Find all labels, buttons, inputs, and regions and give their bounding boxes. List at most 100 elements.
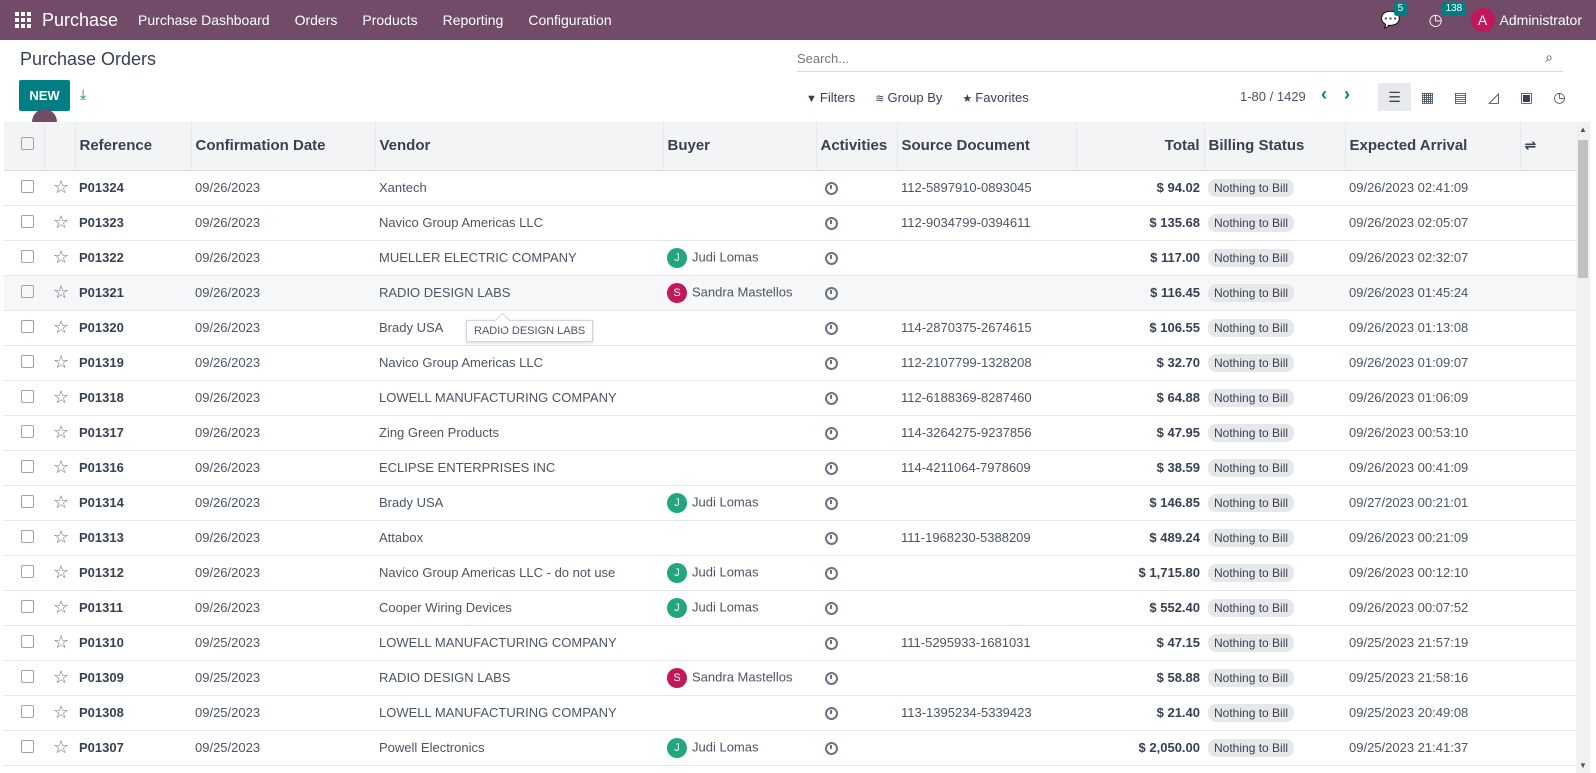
table-row[interactable]: ☆ P01323 09/26/2023 Navico Group America… <box>4 205 1577 240</box>
app-title[interactable]: Purchase <box>42 9 119 30</box>
table-row[interactable]: ☆ P01307 09/25/2023 Powell Electronics J… <box>4 730 1577 765</box>
table-row[interactable]: ☆ P01311 09/26/2023 Cooper Wiring Device… <box>4 590 1577 625</box>
table-row[interactable]: ☆ P01320 09/26/2023 Brady USA 114-287037… <box>4 310 1577 345</box>
activity-clock-icon[interactable] <box>816 275 897 310</box>
user-name[interactable]: Administrator <box>1499 12 1582 28</box>
activities-clock-icon[interactable]: ◷ 138 <box>1429 2 1467 30</box>
menu-reporting[interactable]: Reporting <box>442 12 504 28</box>
favorite-star-icon[interactable]: ☆ <box>53 422 70 442</box>
table-row[interactable]: ☆ P01316 09/26/2023 ECLIPSE ENTERPRISES … <box>4 450 1577 485</box>
menu-products[interactable]: Products <box>362 12 418 28</box>
row-checkbox[interactable] <box>4 730 44 765</box>
apps-menu-icon[interactable] <box>15 12 31 28</box>
row-checkbox[interactable] <box>4 345 44 380</box>
activity-clock-icon[interactable] <box>816 730 897 765</box>
row-checkbox[interactable] <box>4 240 44 275</box>
scroll-down-icon[interactable]: ▼ <box>1579 761 1587 770</box>
row-checkbox[interactable] <box>4 555 44 590</box>
menu-orders[interactable]: Orders <box>294 12 338 28</box>
favorite-star-icon[interactable]: ☆ <box>53 737 70 757</box>
filters-button[interactable]: ▼ Filters <box>806 90 856 105</box>
activity-clock-icon[interactable] <box>816 590 897 625</box>
table-row[interactable]: ☆ P01310 09/25/2023 LOWELL MANUFACTURING… <box>4 625 1577 660</box>
row-checkbox[interactable] <box>4 450 44 485</box>
scroll-thumb[interactable] <box>1578 140 1588 278</box>
table-row[interactable]: ☆ P01308 09/25/2023 LOWELL MANUFACTURING… <box>4 695 1577 730</box>
menu-purchase-dashboard[interactable]: Purchase Dashboard <box>138 12 270 28</box>
pager-next-icon[interactable]: › <box>1344 84 1350 104</box>
table-row[interactable]: ☆ P01312 09/26/2023 Navico Group America… <box>4 555 1577 590</box>
activity-clock-icon[interactable] <box>816 695 897 730</box>
favorite-star-icon[interactable]: ☆ <box>53 387 70 407</box>
search-input[interactable] <box>797 47 1537 69</box>
user-avatar[interactable]: A <box>1470 8 1495 32</box>
col-buyer[interactable]: Buyer <box>663 122 817 171</box>
favorite-star-icon[interactable]: ☆ <box>53 352 70 372</box>
activity-clock-icon[interactable] <box>816 485 897 520</box>
row-checkbox[interactable] <box>4 485 44 520</box>
col-source-document[interactable]: Source Document <box>897 122 1077 171</box>
activity-clock-icon[interactable] <box>816 625 897 660</box>
activity-clock-icon[interactable] <box>816 415 897 450</box>
activity-clock-icon[interactable] <box>816 240 897 275</box>
favorite-star-icon[interactable]: ☆ <box>53 632 70 652</box>
activity-clock-icon[interactable] <box>816 380 897 415</box>
pager-value[interactable]: 1-80 / 1429 <box>1240 89 1306 104</box>
download-icon[interactable]: ⤓ <box>80 86 87 102</box>
favorite-star-icon[interactable]: ☆ <box>53 527 70 547</box>
table-row[interactable]: ☆ P01318 09/26/2023 LOWELL MANUFACTURING… <box>4 380 1577 415</box>
row-checkbox[interactable] <box>4 275 44 310</box>
favorite-star-icon[interactable]: ☆ <box>53 317 70 337</box>
col-billing-status[interactable]: Billing Status <box>1204 122 1346 171</box>
optional-columns-icon[interactable]: ⇌ <box>1520 122 1577 171</box>
activity-clock-icon[interactable] <box>816 450 897 485</box>
favorite-star-icon[interactable]: ☆ <box>53 247 70 267</box>
row-checkbox[interactable] <box>4 170 44 205</box>
row-checkbox[interactable] <box>4 205 44 240</box>
table-row[interactable]: ☆ P01317 09/26/2023 Zing Green Products … <box>4 415 1577 450</box>
pager-previous-icon[interactable]: ‹ <box>1321 84 1327 104</box>
col-reference[interactable]: Reference <box>75 122 192 171</box>
favorite-star-icon[interactable]: ☆ <box>53 492 70 512</box>
table-row[interactable]: ☆ P01319 09/26/2023 Navico Group America… <box>4 345 1577 380</box>
col-expected-arrival[interactable]: Expected Arrival <box>1345 122 1521 171</box>
row-checkbox[interactable] <box>4 625 44 660</box>
pivot-view-icon[interactable]: ▤ <box>1453 88 1468 105</box>
favorite-star-icon[interactable]: ☆ <box>53 562 70 582</box>
row-checkbox[interactable] <box>4 695 44 730</box>
activity-clock-icon[interactable] <box>816 170 897 205</box>
col-total[interactable]: Total <box>1076 122 1205 171</box>
favorite-star-icon[interactable]: ☆ <box>53 282 70 302</box>
search-icon[interactable]: ⌕ <box>1545 49 1553 65</box>
table-row[interactable]: ☆ P01322 09/26/2023 MUELLER ELECTRIC COM… <box>4 240 1577 275</box>
favorites-button[interactable]: ★ Favorites <box>962 90 1029 105</box>
row-checkbox[interactable] <box>4 660 44 695</box>
graph-view-icon[interactable]: ◿ <box>1488 88 1499 105</box>
activity-clock-icon[interactable] <box>816 310 897 345</box>
activity-clock-icon[interactable] <box>816 205 897 240</box>
row-checkbox[interactable] <box>4 415 44 450</box>
vertical-scrollbar[interactable]: ▲ ▼ <box>1576 122 1590 773</box>
activity-view-icon[interactable]: ◷ <box>1553 88 1566 105</box>
table-row[interactable]: ☆ P01314 09/26/2023 Brady USA J Judi Loma… <box>4 485 1577 520</box>
row-checkbox[interactable] <box>4 380 44 415</box>
col-vendor[interactable]: Vendor <box>375 122 664 171</box>
favorite-star-icon[interactable]: ☆ <box>53 457 70 477</box>
row-checkbox[interactable] <box>4 310 44 345</box>
list-view-icon[interactable]: ☰ <box>1378 83 1411 111</box>
groupby-button[interactable]: ≋ Group By <box>875 90 943 105</box>
col-activities[interactable]: Activities <box>816 122 898 171</box>
activity-clock-icon[interactable] <box>816 660 897 695</box>
row-checkbox[interactable] <box>4 590 44 625</box>
kanban-view-icon[interactable]: ▦ <box>1420 88 1435 105</box>
calendar-view-icon[interactable]: ▣ <box>1519 88 1534 105</box>
messages-icon[interactable]: 💬 5 <box>1381 2 1408 30</box>
row-checkbox[interactable] <box>4 520 44 555</box>
activity-clock-icon[interactable] <box>816 520 897 555</box>
favorite-star-icon[interactable]: ☆ <box>53 597 70 617</box>
scroll-up-icon[interactable]: ▲ <box>1579 125 1587 134</box>
favorite-star-icon[interactable]: ☆ <box>53 667 70 687</box>
favorite-star-icon[interactable]: ☆ <box>53 702 70 722</box>
activity-clock-icon[interactable] <box>816 555 897 590</box>
